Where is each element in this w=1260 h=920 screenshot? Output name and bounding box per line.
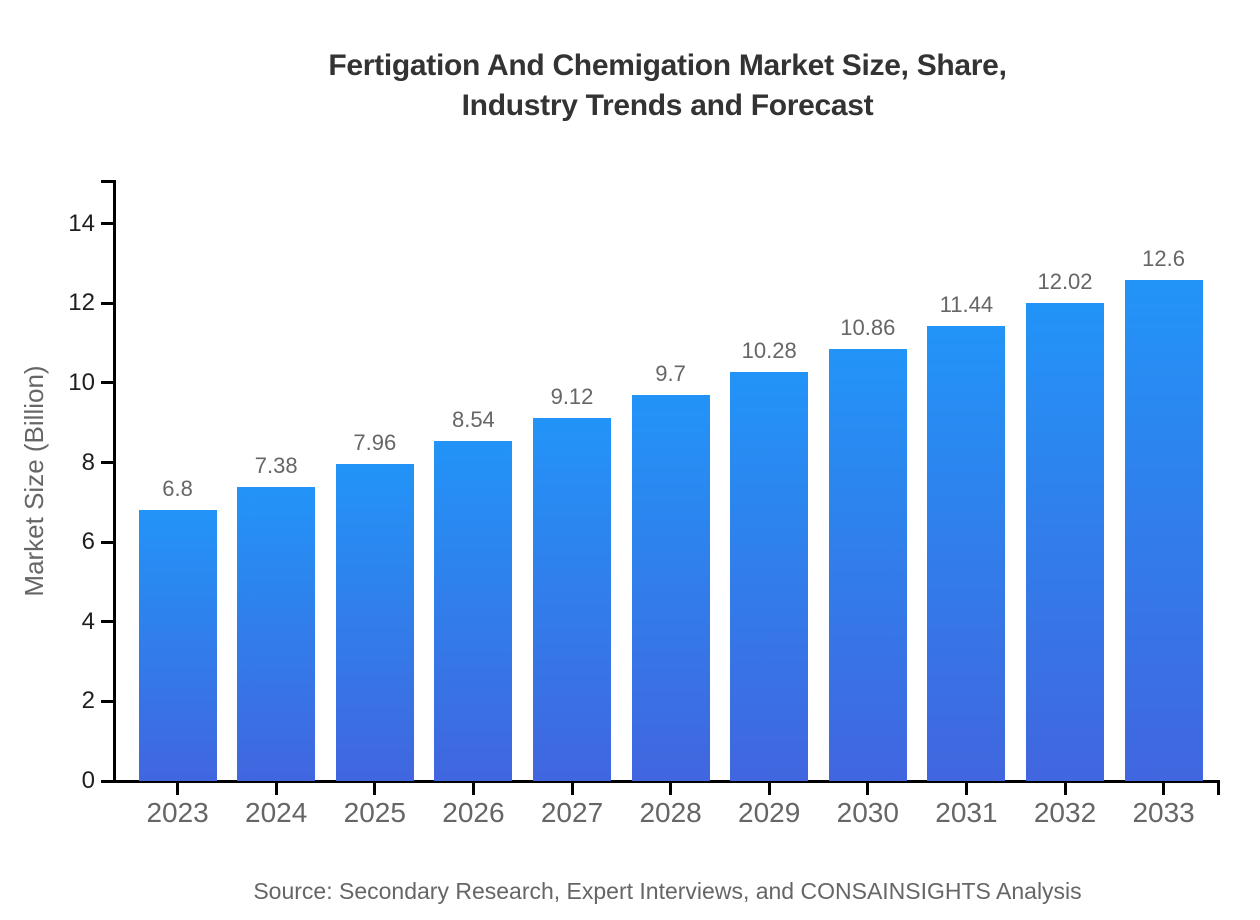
bar-2033 <box>1124 279 1203 781</box>
bar-2026 <box>434 441 513 781</box>
bar-value-label: 12.02 <box>1037 268 1093 294</box>
bar-value-label: 7.96 <box>353 430 397 456</box>
x-tick-label: 2029 <box>738 797 801 828</box>
x-tick-label: 2027 <box>540 797 604 828</box>
y-tick-label: 14 <box>68 209 95 237</box>
bar-2023 <box>138 510 217 781</box>
bar-value-label: 10.86 <box>840 314 896 340</box>
bar-2024 <box>237 487 316 781</box>
chart-title-line-2: Industry Trends and Forecast <box>461 89 874 122</box>
y-tick-label: 6 <box>81 528 95 556</box>
chart-title: Fertigation And Chemigation Market Size,… <box>115 46 1220 126</box>
x-tick <box>1063 783 1067 795</box>
bar-value-label: 6.8 <box>162 476 193 502</box>
x-tick <box>570 783 574 795</box>
y-tick <box>101 620 113 624</box>
bar-value-label: 7.38 <box>254 453 298 479</box>
x-tick <box>471 783 475 795</box>
y-tick-label: 2 <box>81 687 95 715</box>
y-tick-label: 12 <box>68 289 95 317</box>
x-tick-label: 2023 <box>146 797 209 828</box>
y-tick-label: 8 <box>81 448 95 476</box>
bar-2032 <box>1026 302 1104 781</box>
x-tick <box>866 783 870 795</box>
y-tick <box>101 381 113 385</box>
bar-2030 <box>828 348 907 781</box>
y-tick <box>101 699 113 703</box>
x-tick <box>767 783 771 795</box>
y-tick-label: 10 <box>68 368 95 396</box>
bar-2029 <box>730 371 809 781</box>
x-axis-end-cap <box>1217 783 1220 795</box>
y-tick <box>101 779 113 783</box>
plot-area: 0 2 4 6 8 10 12 14 6.8 7.38 7.96 8.54 9.12 9.7 10.28 1… <box>68 180 1220 828</box>
y-axis-title: Market Size (Billion) <box>19 365 49 597</box>
x-tick-label: 2025 <box>343 797 406 828</box>
x-tick-label: 2031 <box>935 797 998 828</box>
x-tick-label: 2024 <box>245 797 308 828</box>
y-axis-end-cap <box>101 180 113 183</box>
x-tick <box>176 783 180 795</box>
bar-value-label: 8.54 <box>451 407 495 433</box>
bar-2031 <box>927 325 1006 781</box>
chart-title-line-1: Fertigation And Chemigation Market Size,… <box>328 49 1007 82</box>
bar-2027 <box>533 418 611 781</box>
bar-2028 <box>631 394 710 781</box>
y-tick-label: 0 <box>81 767 95 794</box>
x-tick <box>1162 783 1166 795</box>
bar-value-label: 11.44 <box>939 291 994 317</box>
y-tick <box>101 461 113 465</box>
source-text: Source: Secondary Research, Expert Inter… <box>253 878 1082 904</box>
y-tick <box>101 540 113 544</box>
x-tick <box>964 783 968 795</box>
x-tick-label: 2033 <box>1132 797 1195 828</box>
y-tick <box>101 301 113 305</box>
x-tick <box>669 783 673 795</box>
y-tick-label: 4 <box>81 607 95 635</box>
bar-value-label: 9.7 <box>655 360 686 386</box>
bar-value-label: 12.6 <box>1142 245 1186 271</box>
x-axis-line <box>113 780 1220 783</box>
x-tick-label: 2026 <box>442 797 505 828</box>
x-tick <box>373 783 377 795</box>
bar-2025 <box>335 464 414 781</box>
x-tick-label: 2028 <box>639 797 702 828</box>
y-tick <box>101 222 113 226</box>
x-tick <box>274 783 278 795</box>
bar-value-label: 9.12 <box>550 384 594 409</box>
bar-value-label: 10.28 <box>741 337 797 363</box>
x-tick-label: 2030 <box>836 797 899 828</box>
x-tick-label: 2032 <box>1033 797 1097 828</box>
y-axis-line <box>113 180 116 783</box>
